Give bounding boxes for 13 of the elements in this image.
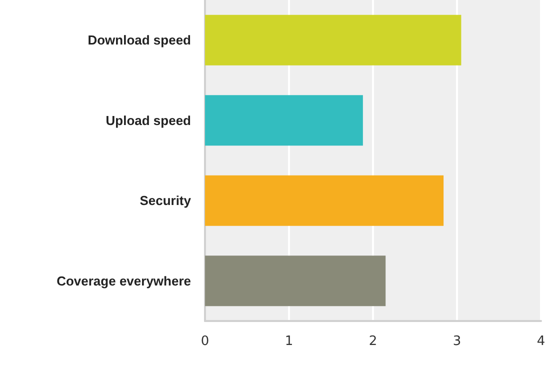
y-tick-label: Security	[140, 193, 192, 208]
y-tick-label: Download speed	[88, 32, 192, 48]
y-tick-label: Coverage everywhere	[56, 273, 191, 288]
bar	[205, 256, 386, 306]
x-tick-label: 0	[200, 334, 210, 349]
x-tick-label: 3	[452, 334, 462, 349]
y-tick-label: Upload speed	[106, 112, 192, 128]
x-tick-label: 2	[368, 334, 378, 349]
x-tick-label: 4	[536, 334, 546, 349]
bar	[205, 95, 363, 146]
x-tick-label: 1	[284, 334, 294, 349]
bar	[205, 14, 462, 66]
bar	[205, 175, 444, 226]
